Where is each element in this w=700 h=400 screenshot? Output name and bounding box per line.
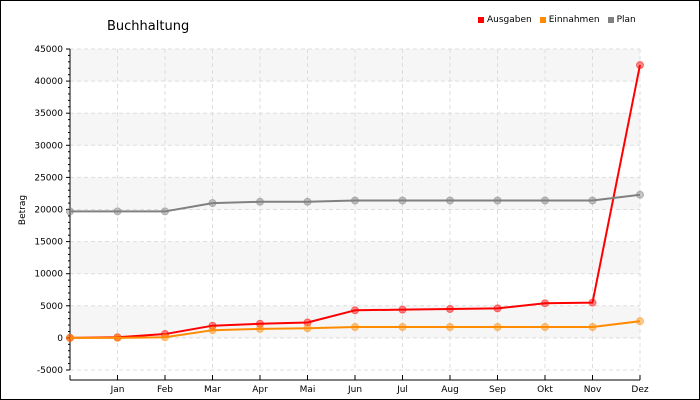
data-point-plan: [541, 196, 549, 205]
legend-item-plan: Plan: [607, 15, 636, 25]
data-point-einnahmen: [398, 322, 407, 331]
series-line-einnahmen: [70, 320, 641, 339]
legend-label-einnahmen: Einnahmen: [548, 15, 600, 25]
y-tick-label: -5000: [37, 366, 63, 376]
x-tick-label-nov: Nov: [584, 385, 602, 395]
data-point-plan: [208, 199, 217, 208]
data-point-plan: [351, 196, 359, 205]
legend-swatch-einnahmen: [539, 17, 546, 23]
data-point-einnahmen: [493, 322, 502, 331]
data-point-ausgaben: [351, 306, 359, 315]
y-tick-label: 30000: [34, 141, 63, 151]
data-point-plan: [398, 196, 407, 205]
y-tick-label: 40000: [34, 77, 63, 87]
chart-title: Buchhaltung: [107, 19, 190, 34]
x-tick-label-sep: Sep: [489, 385, 506, 395]
legend-swatch-plan: [607, 17, 614, 23]
x-tick-label-okt: Okt: [537, 385, 553, 395]
data-point-plan: [636, 190, 644, 199]
y-tick-label: 20000: [34, 206, 63, 216]
data-point-einnahmen: [351, 322, 359, 331]
data-point-einnahmen: [113, 333, 122, 342]
y-tick-label: 45000: [34, 45, 63, 55]
y-tick-label: 5000: [40, 302, 63, 312]
legend-item-einnahmen: Einnahmen: [539, 15, 600, 25]
legend: Ausgaben Einnahmen Plan: [478, 15, 636, 25]
data-point-einnahmen: [161, 333, 169, 342]
x-tick-label-aug: Aug: [441, 385, 459, 395]
data-point-plan: [446, 196, 454, 205]
y-tick-label: 10000: [34, 270, 63, 280]
data-point-ausgaben: [541, 299, 549, 308]
data-point-plan: [161, 207, 169, 216]
y-tick-label: 0: [57, 334, 63, 344]
data-point-ausgaben: [446, 305, 454, 314]
data-point-einnahmen: [588, 322, 597, 331]
data-point-plan: [256, 197, 264, 206]
data-point-ausgaben: [588, 298, 597, 307]
data-point-einnahmen: [636, 317, 644, 326]
x-tick-label-mai: Mai: [300, 385, 316, 395]
legend-swatch-ausgaben: [478, 17, 484, 23]
data-point-einnahmen: [256, 324, 264, 333]
data-point-ausgaben: [636, 61, 644, 70]
x-tick-label-jul: Jul: [396, 385, 408, 395]
data-point-plan: [493, 196, 502, 205]
data-point-ausgaben: [398, 305, 407, 314]
x-tick-label-jan: Jan: [110, 385, 125, 395]
data-point-einnahmen: [446, 322, 454, 331]
legend-item-ausgaben: Ausgaben: [478, 15, 532, 25]
data-point-plan: [303, 197, 312, 206]
legend-label-ausgaben: Ausgaben: [487, 15, 532, 25]
data-point-einnahmen: [66, 333, 74, 342]
data-point-ausgaben: [303, 318, 312, 327]
data-point-einnahmen: [208, 326, 217, 335]
x-tick-label-feb: Feb: [157, 385, 173, 395]
data-point-ausgaben: [493, 304, 502, 313]
x-tick-label-apr: Apr: [252, 385, 268, 395]
data-point-einnahmen: [541, 322, 549, 331]
data-point-plan: [588, 196, 597, 205]
data-point-plan: [66, 207, 74, 216]
y-tick-label: 15000: [34, 238, 63, 248]
legend-label-plan: Plan: [616, 15, 636, 25]
data-point-plan: [113, 207, 122, 216]
y-tick-label: 25000: [34, 173, 63, 183]
x-tick-label-jun: Jun: [347, 385, 362, 395]
y-tick-label: 35000: [34, 109, 63, 119]
y-axis-title: Betrag: [18, 195, 28, 225]
series-line-plan: [70, 193, 641, 213]
data-point-einnahmen: [303, 324, 312, 333]
x-tick-label-dez: Dez: [631, 385, 648, 395]
x-tick-label-mar: Mar: [204, 385, 221, 395]
